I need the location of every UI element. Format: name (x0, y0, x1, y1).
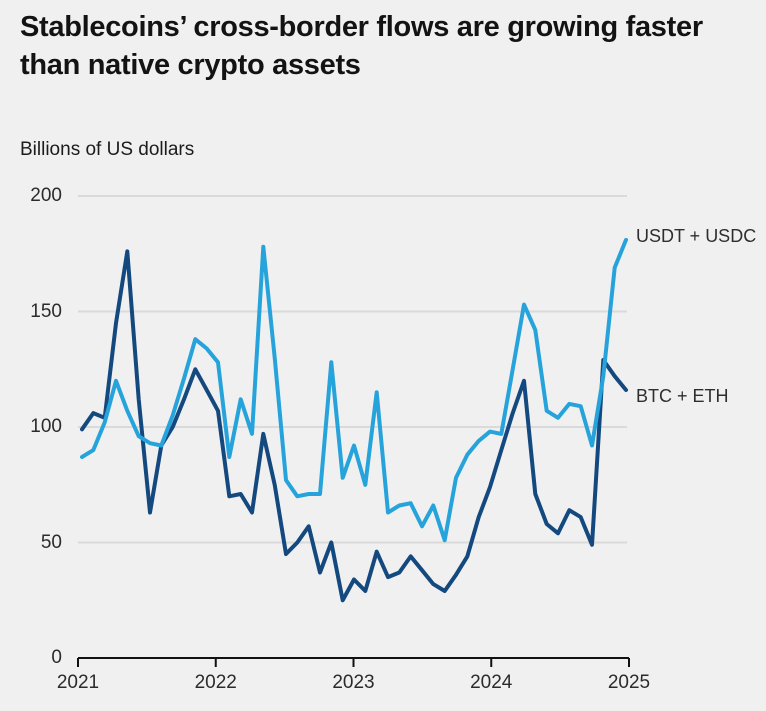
line-usdt-usdc (80, 237, 628, 543)
chart-units-label: Billions of US dollars (20, 139, 195, 160)
y-tick-label-0: 0 (51, 647, 62, 668)
x-tick-label-2022: 2022 (194, 672, 237, 693)
y-tick-label-200: 200 (30, 185, 62, 206)
x-tick-label-2025: 2025 (607, 672, 651, 693)
x-tick-label-2021: 2021 (56, 672, 100, 693)
x-tick-label-2024: 2024 (470, 672, 513, 693)
series-label-usdt-usdc: USDT + USDC (636, 226, 757, 246)
x-tick-label-2023: 2023 (332, 672, 375, 693)
y-tick-label-50: 50 (40, 531, 62, 553)
line-btc-eth (80, 249, 628, 603)
chart-title: Stablecoins’ cross-border flows are grow… (20, 11, 703, 81)
y-tick-label-100: 100 (30, 416, 62, 437)
y-tick-label-150: 150 (30, 300, 62, 322)
series-label-btc-eth: BTC + ETH (636, 386, 729, 406)
